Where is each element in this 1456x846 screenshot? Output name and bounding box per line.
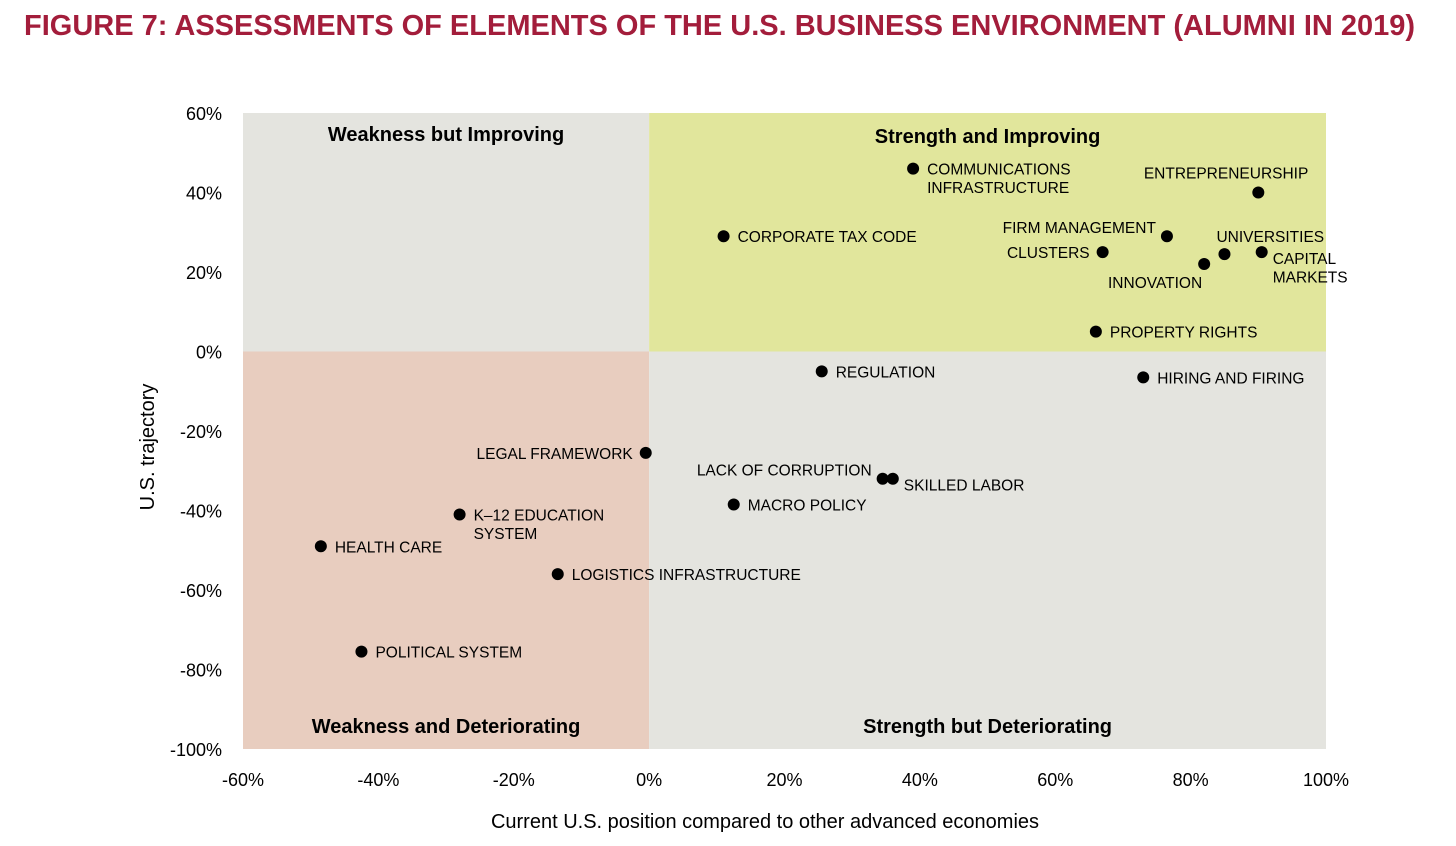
data-point: CORPORATE TAX CODE [717,229,917,246]
data-point: HEALTH CARE [314,539,442,556]
x-axis-title: Current U.S. position compared to other … [491,811,1039,833]
data-point-label: POLITICAL SYSTEM [375,645,522,662]
data-point: FIRM MANAGEMENT [1003,220,1173,243]
quadrant-strength-deteriorating-label: Strength but Deteriorating [863,716,1112,738]
quadrant-backgrounds [243,113,1326,749]
x-tick-label: 80% [1173,770,1209,790]
data-point: K–12 EDUCATION SYSTEM [453,507,605,543]
x-tick-label: 40% [902,770,938,790]
data-point-label: LEGAL FRAMEWORK [477,446,634,463]
page-title: FIGURE 7: ASSESSMENTS OF ELEMENTS OF THE… [24,10,1416,42]
y-tick-label: 20% [186,263,222,283]
data-point-label: HIRING AND FIRING [1157,370,1304,387]
data-point-label: LOGISTICS INFRASTRUCTURE [572,567,801,584]
data-point-label: COMMUNICATIONS INFRASTRUCTURE [927,162,1071,198]
quadrant-weakness-improving [243,113,650,352]
quadrant-weakness-deteriorating [243,351,650,749]
data-point-label: LACK OF CORRUPTION [697,463,872,480]
data-point: HIRING AND FIRING [1137,370,1305,387]
data-point-label: UNIVERSITIES [1216,229,1324,246]
data-points: COMMUNICATIONS INFRASTRUCTURE ENTREPRENEUR… [314,162,1348,662]
x-tick-label: -20% [493,770,535,790]
data-point-label: CAPITAL MARKETS [1273,251,1348,287]
data-point-marker [886,472,899,485]
data-point: INNOVATION [1108,258,1211,292]
data-point: LACK OF CORRUPTION [697,463,889,485]
y-tick-label: 40% [186,184,222,204]
data-point-marker [453,508,466,521]
data-point: CLUSTERS [1007,245,1109,262]
data-point-marker [1096,246,1109,259]
data-point: PROPERTY RIGHTS [1089,325,1258,342]
data-point-marker [355,645,368,658]
data-point-marker [551,568,564,581]
data-point-marker [907,162,920,175]
data-point-label: ENTREPRENEURSHIP [1144,166,1309,183]
data-point-marker [1198,258,1211,271]
data-point-marker [639,446,652,459]
y-tick-label: -40% [180,502,222,522]
data-point-marker [1255,246,1268,259]
data-point-marker [717,230,730,243]
x-tick-label: -60% [222,770,264,790]
x-tick-label: 60% [1037,770,1073,790]
quadrant-labels: Weakness but Improving Strength and Impro… [312,124,1112,738]
x-axis-ticks: -60% -40% -20% 0% 20% 40% 60% 80% 100% [222,770,1349,790]
data-point: CAPITAL MARKETS [1255,246,1348,287]
data-point: SKILLED LABOR [886,472,1025,495]
data-point-marker [876,472,889,485]
data-point: MACRO POLICY [727,498,867,515]
data-point-marker [1160,230,1173,243]
data-point-marker [1252,186,1265,199]
x-tick-label: 100% [1303,770,1349,790]
data-point-label: CORPORATE TAX CODE [738,229,917,246]
data-point: LOGISTICS INFRASTRUCTURE [551,567,801,584]
x-tick-label: 0% [636,770,662,790]
data-point-marker [815,365,828,378]
data-point-marker [1089,325,1102,338]
x-tick-label: -40% [357,770,399,790]
data-point: LEGAL FRAMEWORK [477,446,652,463]
y-axis-ticks: 60% 40% 20% 0% -20% -40% -60% -80% -100% [170,104,222,760]
data-point: COMMUNICATIONS INFRASTRUCTURE [907,162,1071,198]
data-point-label: K–12 EDUCATION SYSTEM [474,507,605,543]
quadrant-strength-improving [649,113,1326,352]
quadrant-weakness-improving-label: Weakness but Improving [328,124,564,146]
data-point-marker [1137,371,1150,384]
quadrant-weakness-deteriorating-label: Weakness and Deteriorating [312,716,581,738]
data-point-label: REGULATION [836,364,936,381]
x-tick-label: 20% [766,770,802,790]
data-point: POLITICAL SYSTEM [355,645,522,662]
data-point: UNIVERSITIES [1216,229,1324,261]
quadrant-strength-deteriorating [649,351,1326,749]
data-point-label: FIRM MANAGEMENT [1003,220,1157,237]
y-tick-label: 0% [196,343,222,363]
y-tick-label: 60% [186,104,222,124]
y-tick-label: -20% [180,422,222,442]
data-point-label: SKILLED LABOR [904,478,1025,495]
data-point-label: CLUSTERS [1007,245,1090,262]
y-tick-label: -60% [180,581,222,601]
data-point: ENTREPRENEURSHIP [1144,166,1309,199]
data-point-marker [727,498,740,511]
y-tick-label: -100% [170,740,222,760]
data-point-label: INNOVATION [1108,275,1202,292]
y-axis-title: U.S. trajectory [137,384,159,511]
data-point: REGULATION [815,364,936,381]
y-tick-label: -80% [180,661,222,681]
quadrant-strength-improving-label: Strength and Improving [875,126,1101,148]
data-point-label: MACRO POLICY [748,498,867,515]
data-point-marker [1218,248,1231,261]
data-point-label: HEALTH CARE [335,539,442,556]
data-point-marker [314,540,327,553]
data-point-label: PROPERTY RIGHTS [1110,325,1258,342]
